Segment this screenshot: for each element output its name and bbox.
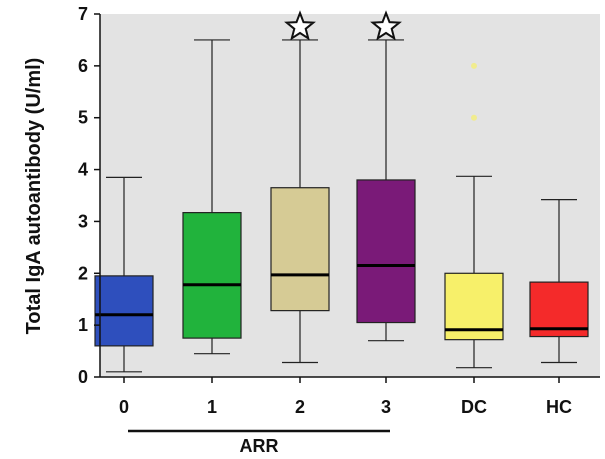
- box-dc: [444, 62, 504, 369]
- x-tick-label: HC: [546, 397, 572, 417]
- y-tick-label: 6: [78, 56, 88, 76]
- y-tick-label: 0: [78, 367, 88, 387]
- x-tick-label: 1: [207, 397, 217, 417]
- x-tick-label: DC: [461, 397, 487, 417]
- y-tick-label: 4: [78, 160, 88, 180]
- x-tick-label: 2: [295, 397, 305, 417]
- box-1: [182, 39, 242, 355]
- group-label-arr: ARR: [240, 436, 279, 456]
- y-tick-label: 3: [78, 211, 88, 231]
- x-tick-label: 3: [381, 397, 391, 417]
- y-tick-label: 1: [78, 315, 88, 335]
- extreme-star-marker: [370, 10, 402, 41]
- box-iqr: [182, 212, 242, 339]
- y-tick-label: 7: [78, 4, 88, 24]
- y-axis-label: Total IgA autoantibody (U/ml): [23, 58, 45, 335]
- outlier-point: [471, 62, 477, 69]
- plot-area-background: [100, 14, 600, 377]
- box-2: [270, 10, 330, 364]
- box-hc: [529, 199, 589, 364]
- y-tick-label: 2: [78, 263, 88, 283]
- y-tick-label: 5: [78, 108, 88, 128]
- box-iqr: [270, 187, 330, 312]
- box-3: [356, 10, 416, 342]
- outlier-point: [471, 114, 477, 121]
- x-tick-label: 0: [119, 397, 129, 417]
- box-iqr: [94, 275, 154, 347]
- box-iqr: [356, 179, 416, 324]
- box-0: [94, 176, 154, 373]
- extreme-star-marker: [284, 10, 316, 41]
